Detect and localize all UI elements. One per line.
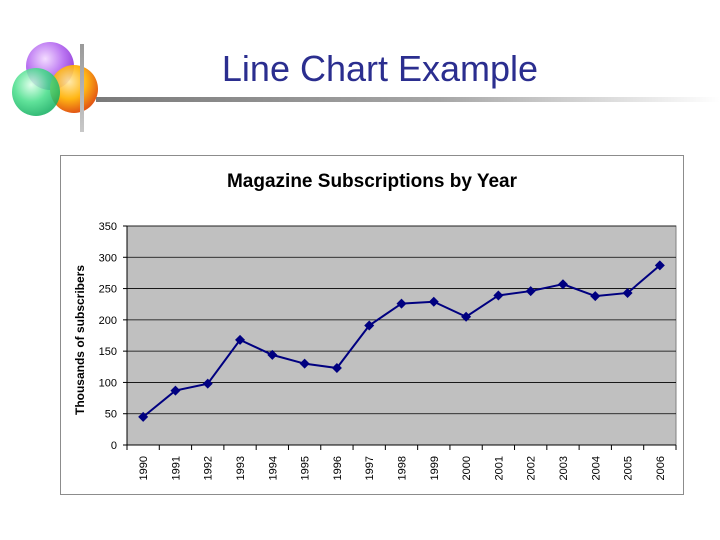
orange-circle xyxy=(50,65,98,113)
x-tick-label: 1999 xyxy=(429,456,441,480)
x-tick-label: 2002 xyxy=(526,456,538,480)
x-tick-label: 1992 xyxy=(203,456,215,480)
chart-title: Magazine Subscriptions by Year xyxy=(226,171,518,192)
data-point-marker xyxy=(493,290,504,301)
data-point-marker xyxy=(396,298,407,309)
data-point-marker xyxy=(170,385,181,396)
x-tick-label: 1991 xyxy=(170,456,182,480)
x-tick-label: 2000 xyxy=(461,456,473,480)
x-tick-label: 2005 xyxy=(623,456,635,480)
x-tick-label: 1993 xyxy=(235,456,247,480)
x-tick-label: 2006 xyxy=(655,456,667,480)
vertical-accent-rule xyxy=(80,44,84,132)
data-point-marker xyxy=(525,286,536,297)
x-tick-label: 1990 xyxy=(138,456,150,480)
data-point-marker xyxy=(331,363,342,374)
data-point-marker xyxy=(428,296,439,307)
x-tick-label: 2004 xyxy=(590,456,602,480)
data-point-marker xyxy=(364,320,375,331)
data-point-marker xyxy=(138,411,149,422)
data-point-marker xyxy=(622,287,633,298)
title-underline-rule xyxy=(96,97,720,102)
y-tick-label: 100 xyxy=(99,377,117,389)
data-point-marker xyxy=(461,311,472,322)
y-tick-label: 350 xyxy=(99,221,117,233)
y-tick-label: 150 xyxy=(99,346,117,358)
green-circle xyxy=(12,68,60,116)
data-point-marker xyxy=(557,279,568,290)
y-tick-label: 50 xyxy=(105,409,117,421)
data-point-marker xyxy=(299,358,310,369)
y-tick-label: 300 xyxy=(99,252,117,264)
data-point-marker xyxy=(235,334,246,345)
x-tick-label: 2001 xyxy=(493,456,505,480)
data-point-marker xyxy=(202,378,213,389)
data-point-marker xyxy=(267,349,278,360)
x-tick-label: 1997 xyxy=(364,456,376,480)
decorative-circles-logo xyxy=(12,42,98,116)
slide-title: Line Chart Example xyxy=(221,48,539,89)
y-tick-label: 200 xyxy=(99,315,117,327)
data-point-marker xyxy=(590,291,601,302)
y-tick-label: 250 xyxy=(99,284,117,296)
y-tick-label: 0 xyxy=(111,440,117,452)
x-tick-label: 1996 xyxy=(332,456,344,480)
x-tick-label: 1995 xyxy=(300,456,312,480)
plot-area xyxy=(126,225,677,446)
x-tick-label: 1998 xyxy=(397,456,409,480)
x-tick-label: 1994 xyxy=(267,456,279,480)
x-tick-label: 2003 xyxy=(558,456,570,480)
data-point-marker xyxy=(654,260,665,271)
